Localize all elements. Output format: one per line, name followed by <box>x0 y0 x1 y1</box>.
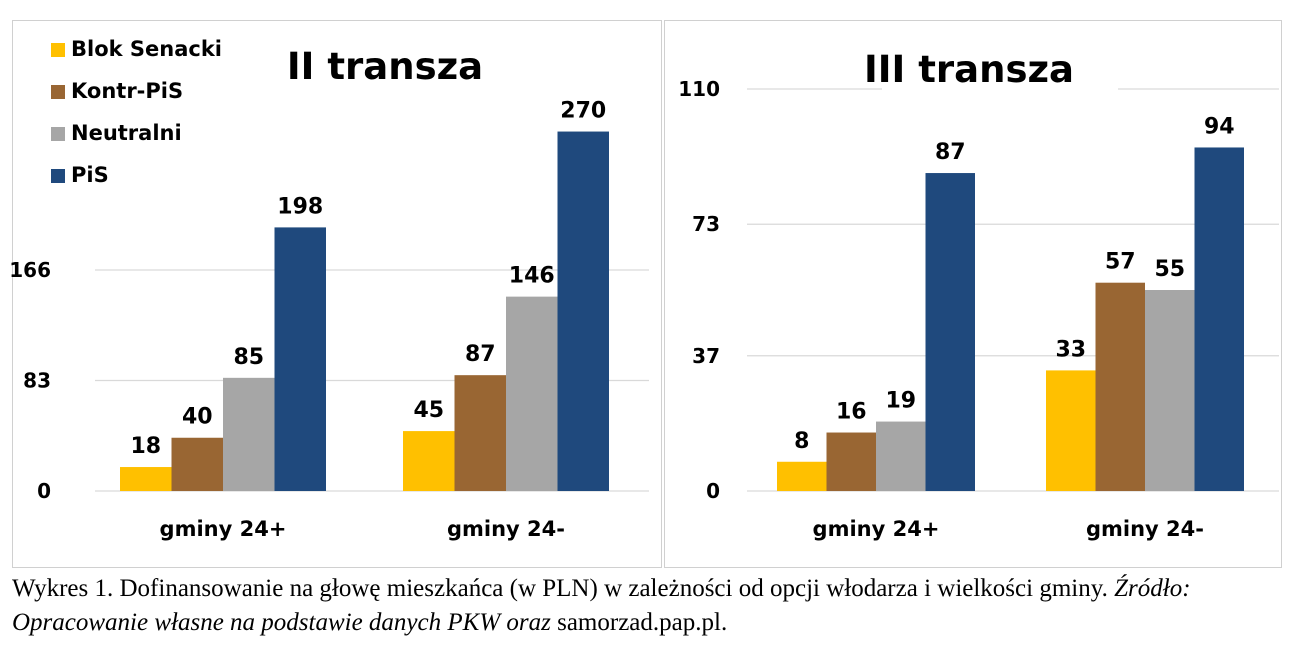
bar-neutralni-gminy-24 <box>876 421 926 491</box>
data-label: 18 <box>130 434 161 459</box>
y-tick-label: 110 <box>678 77 720 101</box>
category-label: gminy 24- <box>1086 517 1204 541</box>
legend-swatch-pis <box>51 169 65 183</box>
data-label: 146 <box>509 264 555 289</box>
chart-panel-iii-transza: 0 37 73 110 III transza 8 16 19 87 gminy 24+ 33 57 5… <box>664 20 1282 568</box>
y-tick-label: 73 <box>692 212 720 236</box>
caption-text-1: Wykres 1. Dofinansowanie na głowę mieszk… <box>12 575 1115 602</box>
bar-kontr-pis-gminy-24 <box>1095 282 1145 491</box>
legend-background <box>47 161 237 191</box>
legend-swatch-kontr-pis <box>51 85 65 99</box>
bar-pis-gminy-24 <box>1194 147 1244 491</box>
chart-panel-ii-transza: 0 83 166 II transza 18 40 85 198 gminy 24+ 45 87 14… <box>9 20 662 568</box>
bar-blok-senacki-gminy-24 <box>120 467 172 491</box>
figure-caption: Wykres 1. Dofinansowanie na głowę mieszk… <box>12 572 1302 640</box>
y-tick-label: 0 <box>37 479 51 503</box>
bar-neutralni-gminy-24 <box>223 377 275 491</box>
chart-ii-transza: 0 83 166 II transza 18 40 85 198 gminy 24+ 45 87 14… <box>9 35 649 541</box>
legend-label-neutralni: Neutralni <box>71 121 182 145</box>
legend-background <box>47 119 237 149</box>
legend-swatch-blok-senacki <box>51 43 65 57</box>
bar-kontr-pis-gminy-24 <box>171 437 223 491</box>
chart-title: III transza <box>864 48 1074 91</box>
bar-kontr-pis-gminy-24 <box>454 375 506 491</box>
bar-neutralni-gminy-24 <box>506 296 558 491</box>
legend-label-blok-senacki: Blok Senacki <box>71 37 222 61</box>
data-label: 19 <box>885 389 916 414</box>
bar-blok-senacki-gminy-24 <box>777 461 827 491</box>
data-label: 198 <box>277 194 323 219</box>
data-label: 45 <box>413 398 444 423</box>
data-label: 8 <box>794 429 809 454</box>
legend-background <box>47 77 237 107</box>
data-label: 16 <box>836 400 867 425</box>
data-label: 94 <box>1204 114 1235 139</box>
category-label: gminy 24+ <box>813 517 940 541</box>
caption-text-2: samorzad.pap.pl. <box>550 609 728 636</box>
data-label: 57 <box>1105 250 1136 275</box>
data-label: 40 <box>182 405 213 430</box>
title-background <box>882 43 1118 91</box>
bar-neutralni-gminy-24 <box>1145 290 1195 491</box>
chart-iii-transza: 0 37 73 110 III transza 8 16 19 87 gminy 24+ 33 57 5… <box>678 43 1279 541</box>
y-tick-label: 83 <box>23 369 51 393</box>
chart-title: II transza <box>287 45 483 88</box>
caption-source-italic: Źródło: Opracowanie własne na podstawie … <box>12 575 1191 636</box>
legend-label-pis: PiS <box>71 163 109 187</box>
bar-pis-gminy-24 <box>925 173 975 491</box>
data-label: 270 <box>560 99 606 124</box>
legend-label-kontr-pis: Kontr-PiS <box>71 79 183 103</box>
bar-pis-gminy-24 <box>557 131 609 491</box>
legend-swatch-neutralni <box>51 127 65 141</box>
category-label: gminy 24- <box>447 517 565 541</box>
title-background <box>273 43 499 91</box>
data-label: 85 <box>233 345 264 370</box>
data-label: 33 <box>1055 337 1086 362</box>
data-label: 55 <box>1154 257 1185 282</box>
y-tick-label: 0 <box>706 479 720 503</box>
bar-kontr-pis-gminy-24 <box>826 432 876 491</box>
y-tick-label: 37 <box>692 344 720 368</box>
category-label: gminy 24+ <box>160 517 287 541</box>
y-tick-label: 166 <box>9 258 51 282</box>
bar-blok-senacki-gminy-24 <box>1046 370 1096 491</box>
bar-pis-gminy-24 <box>274 227 326 491</box>
legend-background <box>47 35 237 65</box>
bar-blok-senacki-gminy-24 <box>403 431 455 491</box>
data-label: 87 <box>935 140 966 165</box>
data-label: 87 <box>465 342 496 367</box>
